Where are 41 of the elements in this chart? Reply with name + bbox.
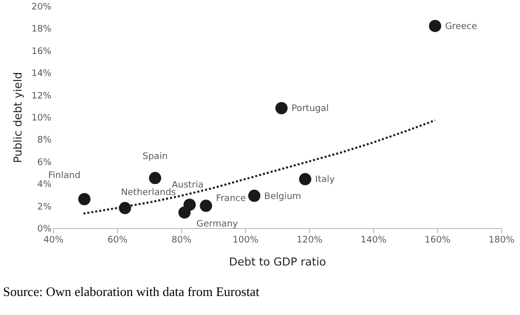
point — [178, 206, 191, 219]
y-axis-title: Public debt yield — [11, 72, 24, 163]
y-tick-label: 20% — [31, 2, 52, 12]
x-tick-label: 40% — [43, 236, 64, 246]
annotation: Italy — [315, 175, 336, 186]
x-tick-label: 120% — [296, 236, 323, 246]
x-axis-title: Debt to GDP ratio — [228, 256, 326, 268]
y-tick-label: 18% — [31, 24, 52, 35]
x-tick-label: 180% — [488, 236, 515, 246]
x-tick-label: 160% — [424, 236, 451, 246]
annotation: Belgium — [264, 192, 302, 202]
point — [299, 173, 312, 186]
annotation: Finland — [48, 171, 80, 182]
y-tick-label: 12% — [31, 91, 52, 102]
annotation: Austria — [172, 180, 204, 191]
source-note: Source: Own elaboration with data from Eurostat — [3, 284, 260, 299]
y-tick-label: 4% — [37, 180, 52, 190]
line-series — [82, 119, 436, 215]
annotation: France — [216, 194, 246, 204]
y-tick-label: 0% — [37, 224, 52, 234]
y-tick-label: 14% — [31, 69, 52, 80]
point — [78, 193, 90, 206]
annotation: Greece — [445, 22, 478, 32]
point — [248, 190, 260, 202]
annotation: Portugal — [291, 104, 329, 114]
annotation: Netherlands — [121, 188, 176, 198]
x-tick-label: 140% — [360, 236, 387, 246]
y-tick-label: 16% — [31, 46, 52, 57]
y-tick-label: 2% — [37, 202, 52, 212]
y-tick-label: 10% — [31, 114, 52, 124]
point — [200, 200, 212, 212]
x-tick-label: 100% — [232, 236, 259, 246]
y-tick-label: 8% — [37, 136, 52, 146]
annotation: Germany — [196, 219, 239, 230]
x-tick-label: 60% — [107, 236, 128, 246]
x-tick-label: 80% — [171, 236, 192, 246]
point — [148, 172, 162, 184]
y-tick-label: 6% — [37, 158, 52, 168]
point — [275, 102, 288, 114]
point — [428, 20, 442, 32]
annotation: Spain — [142, 152, 168, 162]
